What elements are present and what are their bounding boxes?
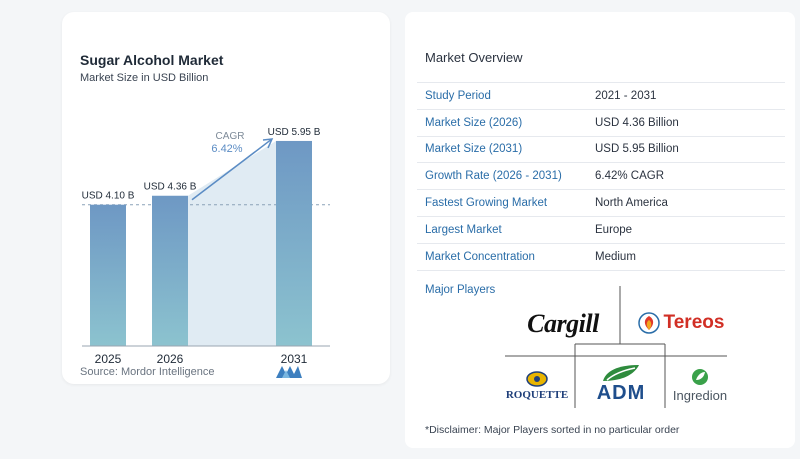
player-logos-grid bbox=[505, 286, 727, 408]
chart-card: Sugar Alcohol Market Market Size in USD … bbox=[62, 12, 390, 384]
tereos-logo-text: Tereos bbox=[663, 312, 725, 333]
row-value: USD 4.36 Billion bbox=[591, 109, 785, 137]
overview-title: Market Overview bbox=[425, 50, 523, 65]
chart-title: Sugar Alcohol Market bbox=[80, 52, 224, 68]
row-value: 6.42% CAGR bbox=[591, 162, 785, 191]
cagr-label: CAGR bbox=[216, 131, 245, 142]
row-key: Growth Rate (2026 - 2031) bbox=[417, 162, 591, 191]
row-key: Fastest Growing Market bbox=[417, 189, 591, 217]
table-row: Fastest Growing Market North America bbox=[417, 189, 785, 217]
table-row: Largest Market Europe bbox=[417, 216, 785, 244]
data-label-2025: USD 4.10 B bbox=[82, 191, 135, 202]
source-note: Source: Mordor Intelligence bbox=[80, 366, 215, 378]
adm-leaf-icon bbox=[603, 365, 639, 381]
tereos-logo: Tereos bbox=[631, 308, 731, 338]
bar-2031 bbox=[276, 140, 312, 346]
ingredion-logo: Ingredion bbox=[667, 362, 733, 408]
row-key: Largest Market bbox=[417, 216, 591, 244]
table-row: Growth Rate (2026 - 2031) 6.42% CAGR bbox=[417, 162, 785, 191]
roquette-logo: ROQUETTE bbox=[499, 364, 575, 408]
tereos-flower-icon bbox=[637, 312, 660, 334]
roquette-emblem-icon bbox=[526, 371, 548, 387]
row-value: Medium bbox=[591, 243, 785, 271]
row-value: North America bbox=[591, 189, 785, 217]
data-label-2026: USD 4.36 B bbox=[144, 182, 197, 193]
row-key: Study Period bbox=[417, 82, 591, 110]
table-row: Study Period 2021 - 2031 bbox=[417, 82, 785, 110]
row-value: USD 5.95 Billion bbox=[591, 136, 785, 164]
x-tick-label-2025: 2025 bbox=[95, 352, 122, 366]
x-tick-label-2026: 2026 bbox=[157, 352, 184, 366]
row-key: Market Size (2031) bbox=[417, 136, 591, 164]
adm-logo-text: ADM bbox=[596, 382, 646, 404]
row-value: Europe bbox=[591, 216, 785, 244]
data-label-2031: USD 5.95 B bbox=[268, 127, 321, 138]
roquette-logo-text: ROQUETTE bbox=[505, 389, 569, 401]
overview-table: Study Period 2021 - 2031 Market Size (202… bbox=[417, 82, 785, 271]
market-overview-card: Market Overview Study Period 2021 - 2031 … bbox=[405, 12, 795, 448]
bar-chart: USD 4.10 B USD 4.36 B USD 5.95 B 2025 2026 2… bbox=[82, 127, 330, 366]
table-row: Market Size (2031) USD 5.95 Billion bbox=[417, 136, 785, 164]
bar-2026 bbox=[152, 195, 188, 346]
cargill-logo: Cargill bbox=[513, 304, 613, 344]
bar-2025 bbox=[90, 204, 126, 346]
growth-area bbox=[188, 140, 276, 346]
cagr-arrow bbox=[191, 138, 273, 201]
ingredion-logo-text: Ingredion bbox=[672, 387, 728, 403]
major-players-title: Major Players bbox=[425, 284, 496, 296]
chart-subtitle: Market Size in USD Billion bbox=[80, 72, 209, 84]
x-tick-label-2031: 2031 bbox=[281, 352, 308, 366]
row-key: Market Concentration bbox=[417, 243, 591, 271]
row-key: Market Size (2026) bbox=[417, 109, 591, 137]
adm-logo: ADM bbox=[581, 358, 661, 408]
table-row: Market Concentration Medium bbox=[417, 243, 785, 271]
ingredion-leaf-icon bbox=[692, 368, 708, 385]
disclaimer-note: *Disclaimer: Major Players sorted in no … bbox=[425, 424, 680, 436]
cagr-arrowhead-icon bbox=[262, 138, 274, 149]
row-value: 2021 - 2031 bbox=[591, 82, 785, 110]
mordor-logo-icon bbox=[276, 366, 302, 378]
cagr-value: 6.42% bbox=[211, 143, 242, 155]
table-row: Market Size (2026) USD 4.36 Billion bbox=[417, 109, 785, 137]
cargill-logo-text: Cargill bbox=[527, 309, 599, 338]
